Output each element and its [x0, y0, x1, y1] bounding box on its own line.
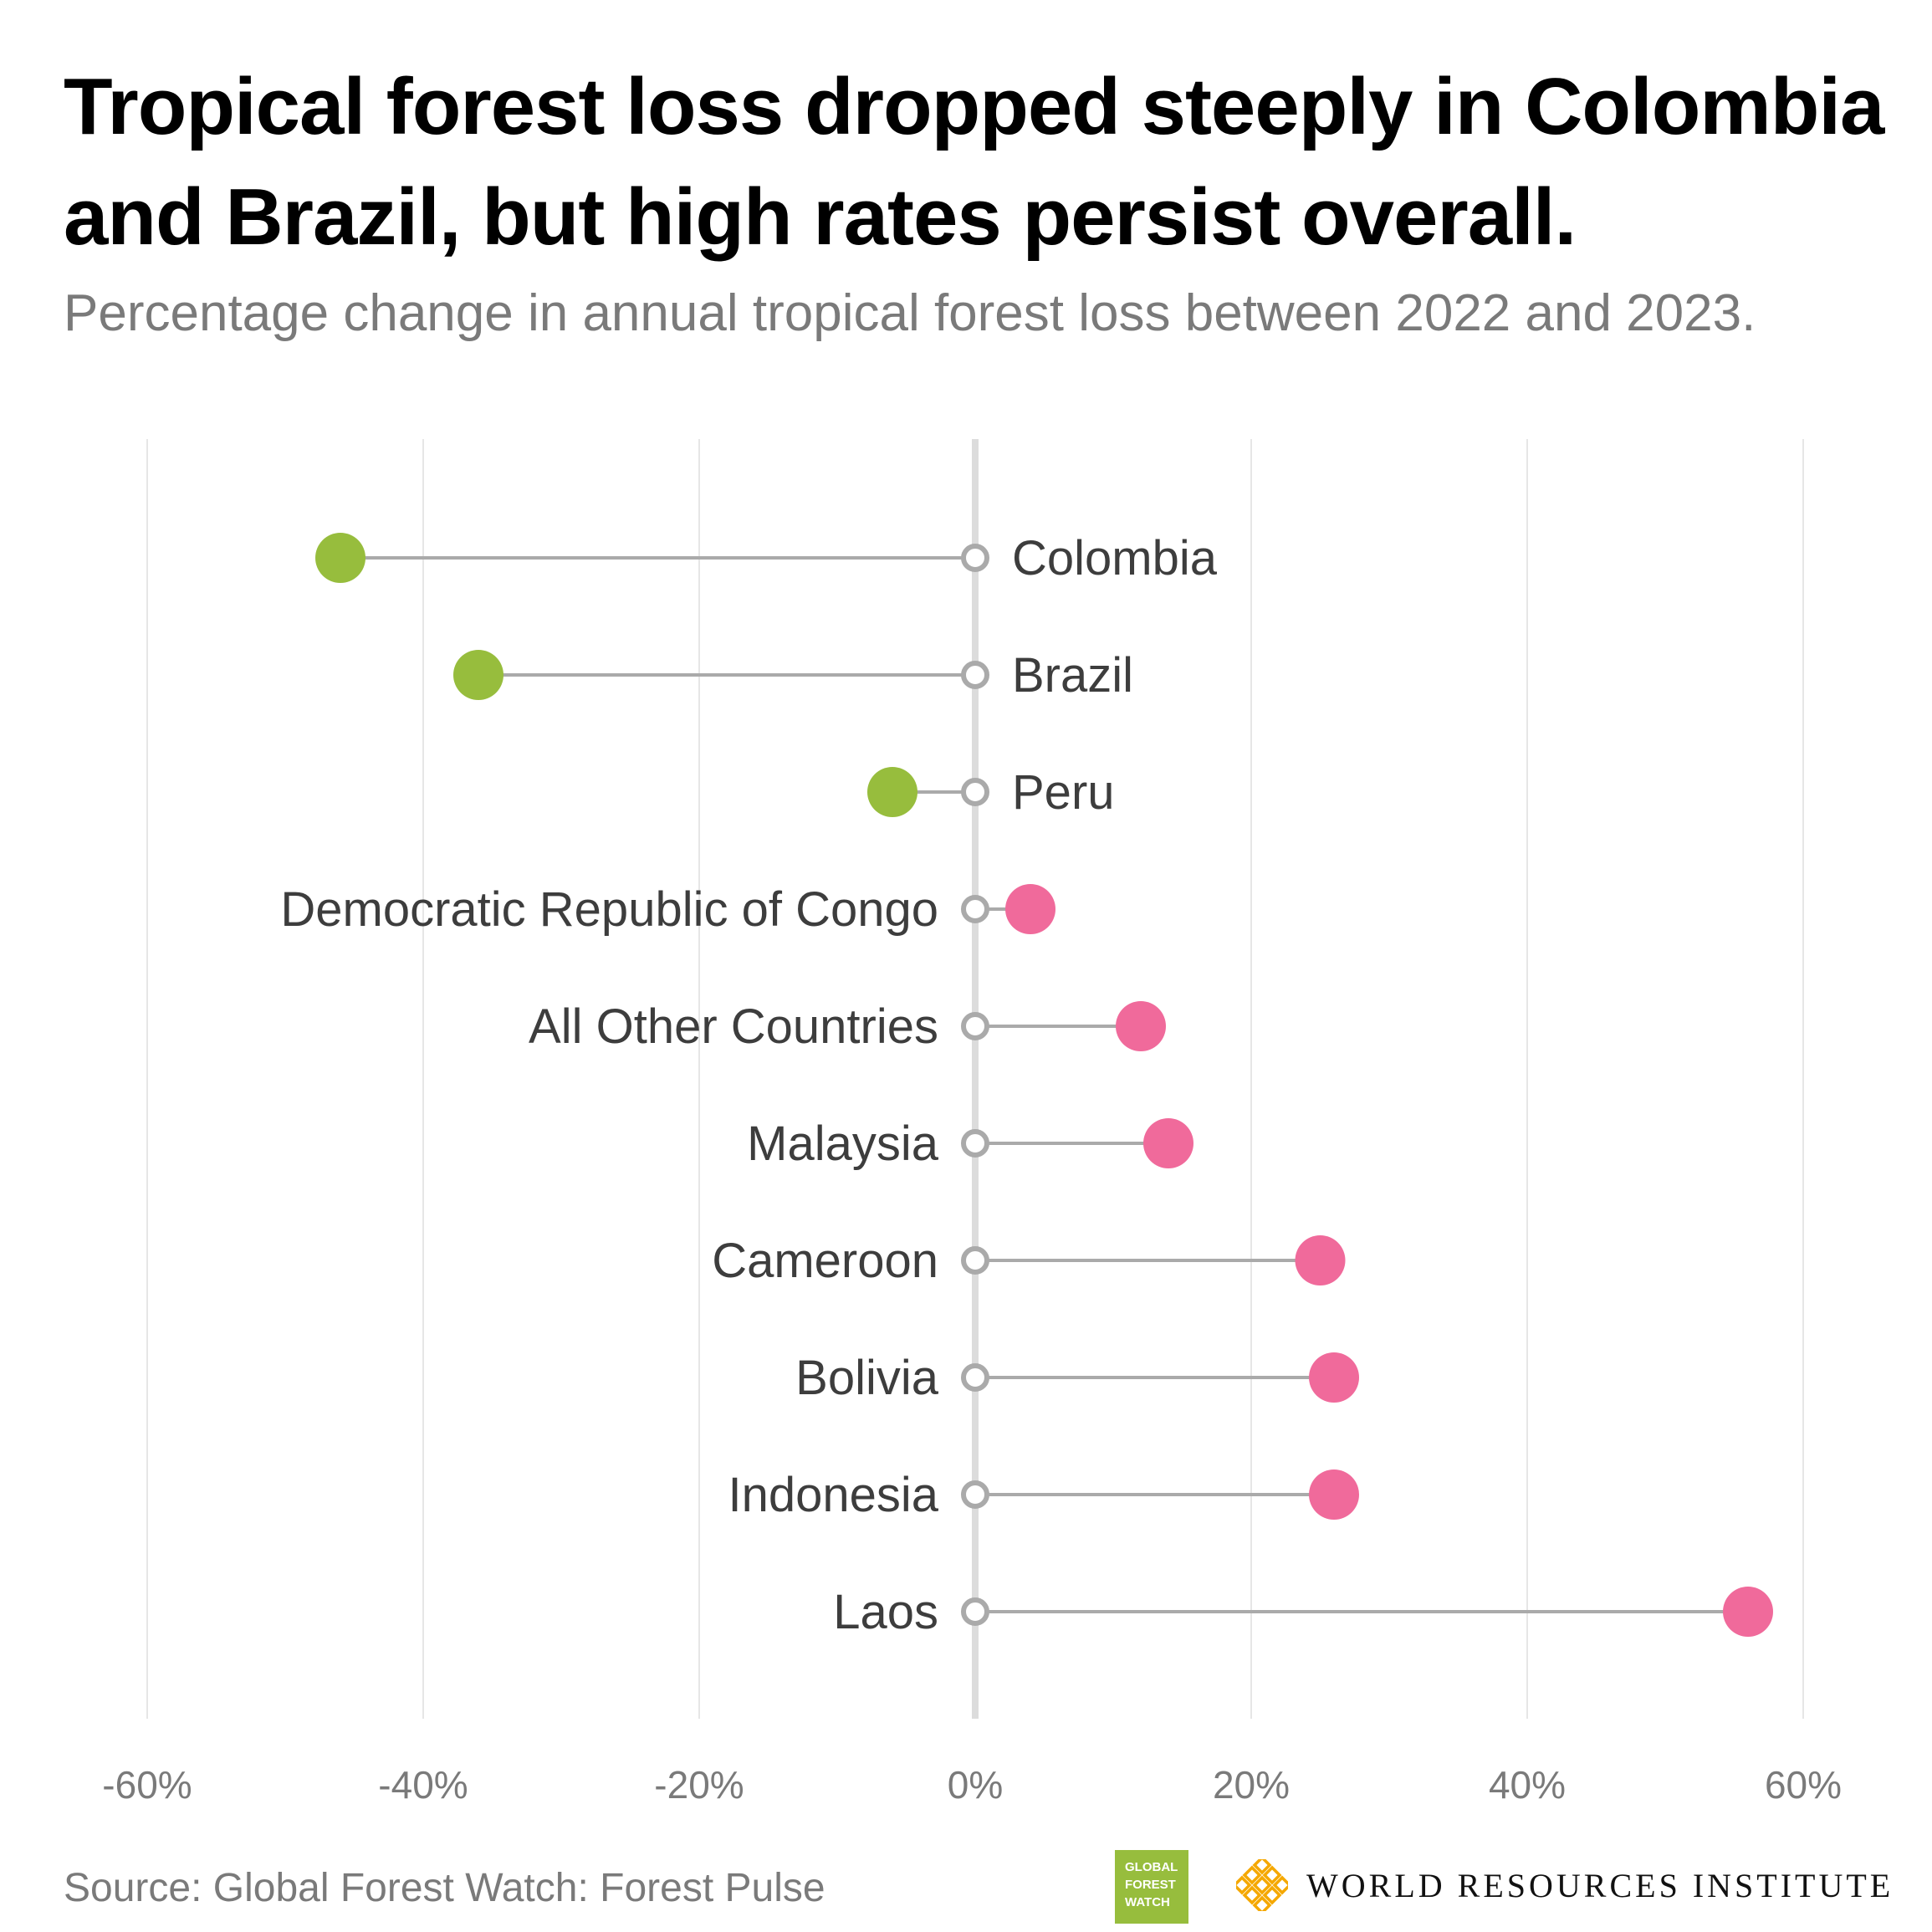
value-point [1295, 1235, 1346, 1285]
category-labels: Colombia Brazil Peru Democratic Republic of… [280, 531, 1217, 1639]
wri-diamond [1252, 1895, 1272, 1911]
chart-title: Tropical forest loss dropped steeply in … [64, 62, 1884, 262]
wri-logo-text: WORLD RESOURCES INSTITUTE [1306, 1866, 1894, 1904]
category-label: Laos [833, 1585, 938, 1639]
wri-diamond [1262, 1885, 1282, 1905]
value-point [1143, 1118, 1193, 1168]
x-tick-label: 20% [1213, 1763, 1290, 1807]
x-tick-label: 40% [1489, 1763, 1566, 1807]
value-point [1723, 1587, 1773, 1637]
value-point [1005, 884, 1055, 934]
baseline-point [961, 1012, 989, 1040]
value-point [315, 533, 365, 583]
wri-diamond [1272, 1875, 1288, 1895]
value-point [867, 767, 917, 817]
x-tick-label: 0% [948, 1763, 1003, 1807]
x-tick-label: -20% [654, 1763, 744, 1807]
chart-marks [315, 533, 1773, 1637]
wri-diamond [1242, 1865, 1262, 1885]
wri-diamond [1252, 1875, 1272, 1895]
gfw-logo-line: WATCH [1125, 1895, 1170, 1909]
value-point [1309, 1352, 1359, 1403]
baseline-point [961, 1480, 989, 1509]
x-tick-label: -40% [378, 1763, 468, 1807]
category-label: Brazil [1012, 648, 1133, 703]
baseline-point [961, 1246, 989, 1275]
wri-diamond [1252, 1859, 1272, 1875]
dumbbell-chart: Colombia Brazil Peru Democratic Republic of… [102, 439, 1842, 1807]
gridlines [146, 439, 1804, 1719]
world-resources-institute-logo: WORLD RESOURCES INSTITUTE [1236, 1858, 1894, 1912]
baseline-point [961, 895, 989, 923]
category-label: Malaysia [747, 1117, 939, 1171]
category-label: Indonesia [728, 1468, 938, 1522]
wri-lattice-icon [1236, 1859, 1288, 1911]
x-tick-label: -60% [102, 1763, 192, 1807]
value-point [1116, 1001, 1166, 1051]
baseline-point [961, 778, 989, 806]
baseline-point [961, 1597, 989, 1626]
wri-diamond [1242, 1885, 1262, 1905]
x-tick-label: 60% [1765, 1763, 1842, 1807]
global-forest-watch-logo: GLOBAL FOREST WATCH [1115, 1850, 1188, 1924]
gfw-logo-line: GLOBAL [1125, 1860, 1178, 1874]
baseline-point [961, 661, 989, 689]
wri-diamond [1262, 1865, 1282, 1885]
category-label: Bolivia [795, 1351, 939, 1405]
chart-subtitle: Percentage change in annual tropical for… [64, 284, 1756, 342]
x-axis-ticks: -60% -40% -20% 0% 20% 40% 60% [102, 1763, 1842, 1807]
category-label: Democratic Republic of Congo [280, 882, 938, 937]
category-label: Cameroon [712, 1234, 938, 1288]
category-label: Peru [1012, 765, 1115, 820]
value-point [1309, 1469, 1359, 1520]
category-label: All Other Countries [529, 999, 938, 1054]
baseline-point [961, 544, 989, 572]
baseline-point [961, 1129, 989, 1158]
gfw-logo-line: FOREST [1125, 1878, 1176, 1892]
source-note: Source: Global Forest Watch: Forest Puls… [64, 1866, 825, 1910]
wri-diamond [1236, 1875, 1252, 1895]
category-label: Colombia [1012, 531, 1218, 585]
baseline-point [961, 1363, 989, 1392]
value-point [453, 650, 503, 700]
